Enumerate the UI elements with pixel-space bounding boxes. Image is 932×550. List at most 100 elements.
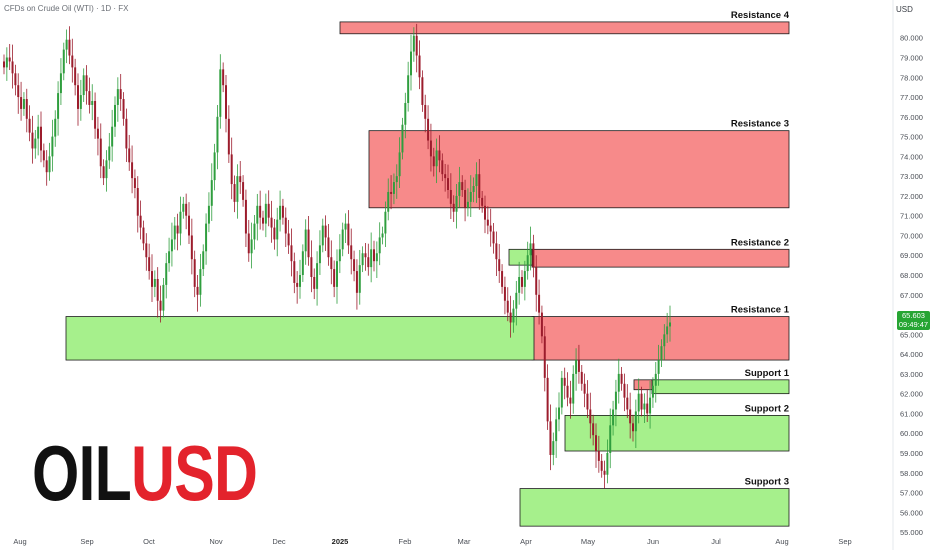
candle-body	[25, 99, 28, 119]
candle-body	[617, 373, 620, 392]
candle-body	[284, 217, 287, 234]
candle-body	[5, 57, 8, 68]
logo-oil: OIL	[32, 429, 132, 517]
candle-body	[324, 225, 327, 238]
time-tick-label: Apr	[520, 537, 532, 546]
zone-label: Support 1	[745, 368, 790, 379]
candle-body	[538, 294, 541, 313]
candle-body	[577, 360, 580, 372]
candle-body	[469, 191, 472, 202]
time-axis[interactable]: Aug Sep Oct Nov Dec 2025 Feb Mar Apr May Jun Jul Aug…	[13, 537, 851, 546]
candle-body	[253, 223, 256, 240]
candle-body	[225, 85, 227, 119]
zone-label: Resistance 2	[731, 237, 789, 248]
candle-body	[148, 257, 151, 272]
price-tick-label: 70.000	[900, 231, 923, 240]
candle-body	[472, 186, 475, 192]
time-tick-label: Aug	[13, 537, 26, 546]
candle-body	[327, 237, 330, 258]
candle-body	[455, 195, 458, 212]
candle-body	[580, 371, 583, 384]
candle-body	[244, 199, 247, 234]
currency-label[interactable]: USD	[896, 5, 913, 14]
candle-body	[597, 451, 600, 461]
candle-body	[267, 203, 270, 218]
price-tick-label: 78.000	[900, 73, 923, 82]
candle-body	[623, 383, 626, 398]
candle-body	[296, 282, 299, 287]
candle-body	[458, 182, 461, 196]
time-tick-label: 2025	[332, 537, 349, 546]
time-tick-label: Jul	[711, 537, 721, 546]
candle-body	[139, 215, 142, 228]
time-tick-label: Feb	[399, 537, 412, 546]
candle-body	[347, 223, 350, 246]
candle-body	[142, 227, 145, 244]
price-axis[interactable]: 55.000 56.000 57.000 58.000 59.000 60.000 61.0…	[900, 34, 923, 537]
candle-body	[637, 393, 640, 412]
candle-body	[59, 73, 62, 94]
candle-body	[498, 259, 501, 272]
symbol-info: CFDs on Crude Oil (WTI) · 1D · FX	[4, 4, 129, 13]
candle-body	[48, 156, 51, 173]
candle-body	[20, 97, 23, 109]
candle-body	[435, 150, 438, 167]
candle-body	[128, 148, 131, 163]
candle-body	[222, 69, 225, 86]
candle-body	[17, 85, 20, 98]
support-zone-6	[564, 415, 790, 452]
price-tick-label: 57.000	[900, 489, 923, 498]
candle-body	[151, 271, 153, 287]
candle-body	[273, 227, 276, 240]
candle-body	[629, 409, 632, 424]
candle-body	[51, 136, 54, 157]
candle-body	[54, 118, 57, 137]
candle-body	[543, 336, 546, 378]
candle-body	[586, 393, 589, 410]
candle-body	[350, 245, 353, 260]
candle-body	[392, 182, 395, 194]
candle-body	[202, 251, 205, 270]
time-tick-label: Jun	[647, 537, 659, 546]
candle-body	[412, 35, 415, 52]
candle-body	[96, 128, 99, 139]
candle-body	[185, 203, 188, 216]
candle-body	[651, 385, 654, 398]
candles-layer	[3, 23, 671, 489]
candle-body	[395, 176, 398, 183]
candle-body	[279, 205, 282, 220]
candle-body	[42, 150, 45, 161]
candle-body	[262, 217, 264, 224]
candle-body	[162, 284, 165, 311]
candle-body	[188, 215, 190, 236]
candle-body	[14, 73, 17, 86]
zones-layer	[65, 21, 790, 527]
candle-body	[583, 383, 586, 394]
candle-body	[495, 243, 498, 260]
candle-body	[489, 225, 492, 232]
candle-body	[464, 189, 467, 208]
price-tick-label: 60.000	[900, 429, 923, 438]
candle-body	[207, 205, 210, 224]
candle-body	[125, 118, 128, 149]
zone-label: Support 2	[745, 403, 789, 414]
candle-body	[182, 203, 185, 212]
candle-body	[74, 67, 77, 86]
candle-body	[102, 166, 105, 179]
candle-body	[318, 245, 321, 264]
candle-body	[569, 397, 572, 404]
price-tick-label: 65.000	[900, 330, 923, 339]
candle-body	[199, 269, 202, 295]
candle-body	[45, 160, 48, 173]
candle-body	[478, 174, 481, 198]
candle-body	[540, 312, 543, 337]
candle-body	[452, 203, 455, 212]
candle-body	[65, 39, 68, 50]
candle-body	[116, 89, 119, 105]
candle-body	[390, 191, 393, 194]
price-tick-label: 72.000	[900, 192, 923, 201]
candle-body	[646, 403, 649, 414]
candle-body	[427, 118, 430, 141]
candle-body	[626, 397, 629, 410]
